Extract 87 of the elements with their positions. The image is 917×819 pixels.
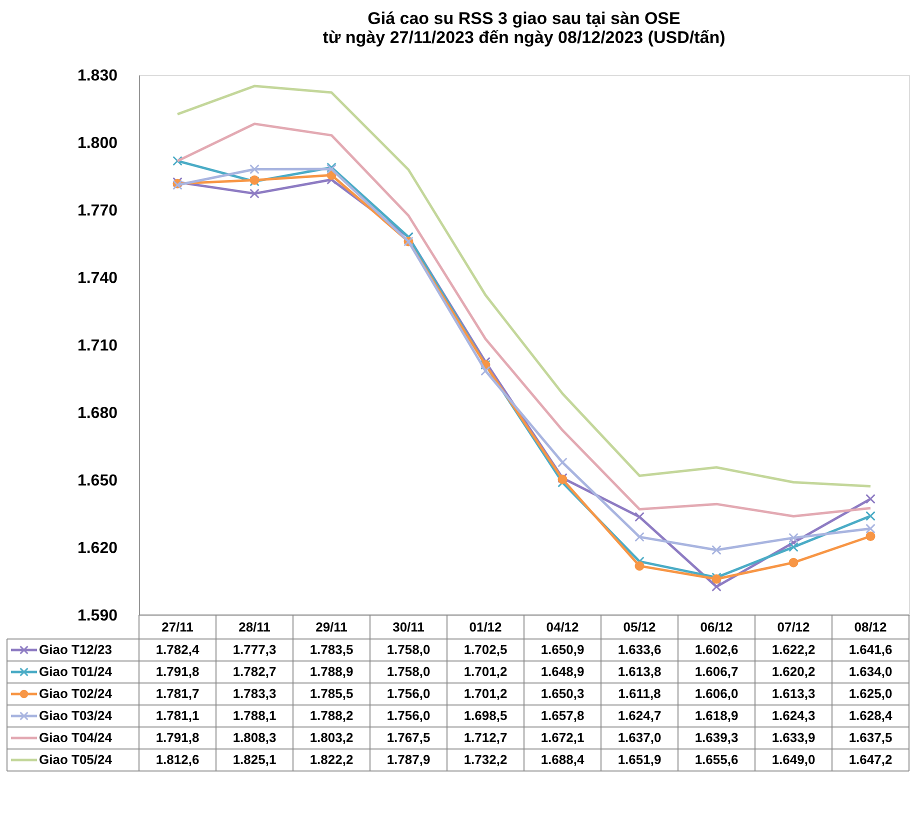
- data-label: 1.650,9: [540, 642, 584, 657]
- data-label: 1.783,5: [310, 642, 354, 657]
- legend-label: Giao T02/24: [39, 686, 113, 701]
- data-label: 1.622,2: [772, 642, 816, 657]
- data-label: 1.788,2: [310, 708, 354, 723]
- y-tick-label: 1.800: [77, 135, 118, 152]
- legend-label: Giao T03/24: [39, 708, 113, 723]
- data-label: 1.641,6: [848, 642, 892, 657]
- data-label: 1.783,3: [232, 686, 276, 701]
- data-label: 1.782,4: [156, 642, 200, 657]
- data-label: 1.701,2: [464, 664, 508, 679]
- data-label: 1.782,7: [232, 664, 276, 679]
- data-label: 1.702,5: [464, 642, 508, 657]
- data-label: 1.788,9: [310, 664, 354, 679]
- data-label: 1.624,7: [618, 708, 662, 723]
- data-label: 1.808,3: [232, 730, 276, 745]
- data-label: 1.647,2: [848, 752, 892, 767]
- data-label: 1.688,4: [540, 752, 585, 767]
- data-label: 1.628,4: [848, 708, 893, 723]
- data-label: 1.634,0: [848, 664, 892, 679]
- chart-subtitle: từ ngày 27/11/2023 đến ngày 08/12/2023 (USD/tấn): [322, 28, 726, 47]
- data-label: 1.633,9: [772, 730, 816, 745]
- data-label: 1.602,6: [694, 642, 738, 657]
- y-tick-label: 1.740: [77, 270, 118, 287]
- data-label: 1.787,9: [386, 752, 430, 767]
- data-label: 1.624,3: [772, 708, 816, 723]
- x-tick-label: 29/11: [316, 620, 348, 634]
- data-label: 1.712,7: [464, 730, 508, 745]
- data-label: 1.822,2: [310, 752, 354, 767]
- data-label: 1.655,6: [694, 752, 738, 767]
- data-label: 1.701,2: [464, 686, 508, 701]
- legend-label: Giao T12/23: [39, 642, 112, 657]
- legend-label: Giao T01/24: [39, 664, 113, 679]
- data-label: 1.777,3: [232, 642, 276, 657]
- x-tick-label: 27/11: [162, 620, 194, 634]
- y-tick-label: 1.590: [77, 608, 118, 624]
- data-label: 1.613,3: [772, 686, 816, 701]
- data-label: 1.651,9: [618, 752, 662, 767]
- y-tick-label: 1.620: [77, 540, 118, 557]
- data-label: 1.606,0: [694, 686, 738, 701]
- x-tick-label: 28/11: [238, 620, 270, 634]
- data-label: 1.637,5: [848, 730, 892, 745]
- x-tick-label: 08/12: [854, 620, 887, 634]
- data-label: 1.672,1: [540, 730, 584, 745]
- data-label: 1.648,9: [540, 664, 584, 679]
- x-tick-label: 01/12: [469, 620, 502, 634]
- data-label: 1.812,6: [156, 752, 200, 767]
- data-label: 1.620,2: [772, 664, 816, 679]
- y-tick-label: 1.710: [77, 338, 118, 354]
- data-label: 1.756,0: [386, 708, 430, 723]
- data-label: 1.611,8: [618, 686, 661, 701]
- data-label: 1.758,0: [386, 642, 430, 657]
- data-label: 1.606,7: [694, 664, 738, 679]
- x-tick-label: 05/12: [623, 620, 656, 634]
- data-label: 1.788,1: [232, 708, 276, 723]
- data-label: 1.803,2: [310, 730, 354, 745]
- data-label: 1.637,0: [618, 730, 662, 745]
- x-tick-label: 30/11: [392, 620, 424, 634]
- data-label: 1.650,3: [540, 686, 584, 701]
- chart-title: Giá cao su RSS 3 giao sau tại sàn OSE: [368, 9, 680, 28]
- data-label: 1.732,2: [464, 752, 508, 767]
- y-tick-label: 1.680: [77, 405, 118, 422]
- y-tick-label: 1.650: [77, 472, 118, 490]
- data-label: 1.618,9: [694, 708, 738, 723]
- x-tick-label: 07/12: [777, 620, 810, 634]
- data-label: 1.781,1: [156, 708, 200, 723]
- data-label: 1.791,8: [156, 664, 200, 679]
- data-label: 1.639,3: [694, 730, 738, 745]
- data-label: 1.785,5: [310, 686, 354, 701]
- legend-label: Giao T04/24: [39, 730, 113, 745]
- data-label: 1.625,0: [848, 686, 892, 701]
- data-label: 1.613,8: [618, 664, 662, 679]
- data-label: 1.649,0: [772, 752, 816, 767]
- data-label: 1.633,6: [618, 642, 662, 657]
- y-tick-label: 1.770: [77, 202, 118, 220]
- x-tick-label: 06/12: [700, 620, 733, 634]
- data-label: 1.767,5: [386, 730, 430, 745]
- y-tick-label: 1.830: [77, 68, 118, 84]
- data-label: 1.758,0: [386, 664, 430, 679]
- x-tick-label: 04/12: [546, 620, 579, 634]
- data-label: 1.698,5: [464, 708, 508, 723]
- data-label: 1.791,8: [156, 730, 200, 745]
- legend-label: Giao T05/24: [39, 752, 113, 767]
- data-label: 1.825,1: [232, 752, 276, 767]
- data-label: 1.756,0: [386, 686, 430, 701]
- data-label: 1.781,7: [156, 686, 200, 701]
- data-label: 1.657,8: [540, 708, 584, 723]
